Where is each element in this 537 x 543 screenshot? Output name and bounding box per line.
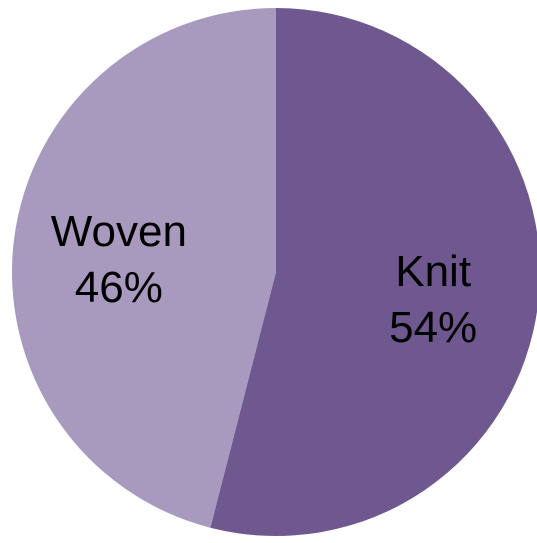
- pie-slice-knit: [210, 8, 537, 536]
- slice-label-name: Knit: [395, 247, 471, 296]
- slice-label-percent: 46%: [75, 263, 163, 312]
- pie-labels: Knit 54% Woven 46%: [51, 207, 477, 352]
- slice-label-knit: Knit 54%: [389, 247, 477, 352]
- pie-slices: [12, 8, 537, 536]
- slice-label-name: Woven: [51, 207, 187, 256]
- slice-label-percent: 54%: [389, 303, 477, 352]
- slice-label-woven: Woven 46%: [51, 207, 187, 312]
- pie-slice-woven: [12, 8, 277, 528]
